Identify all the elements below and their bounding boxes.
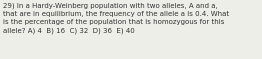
- Text: 29) In a Hardy-Weinberg population with two alleles, A and a,
that are in equili: 29) In a Hardy-Weinberg population with …: [3, 2, 229, 34]
